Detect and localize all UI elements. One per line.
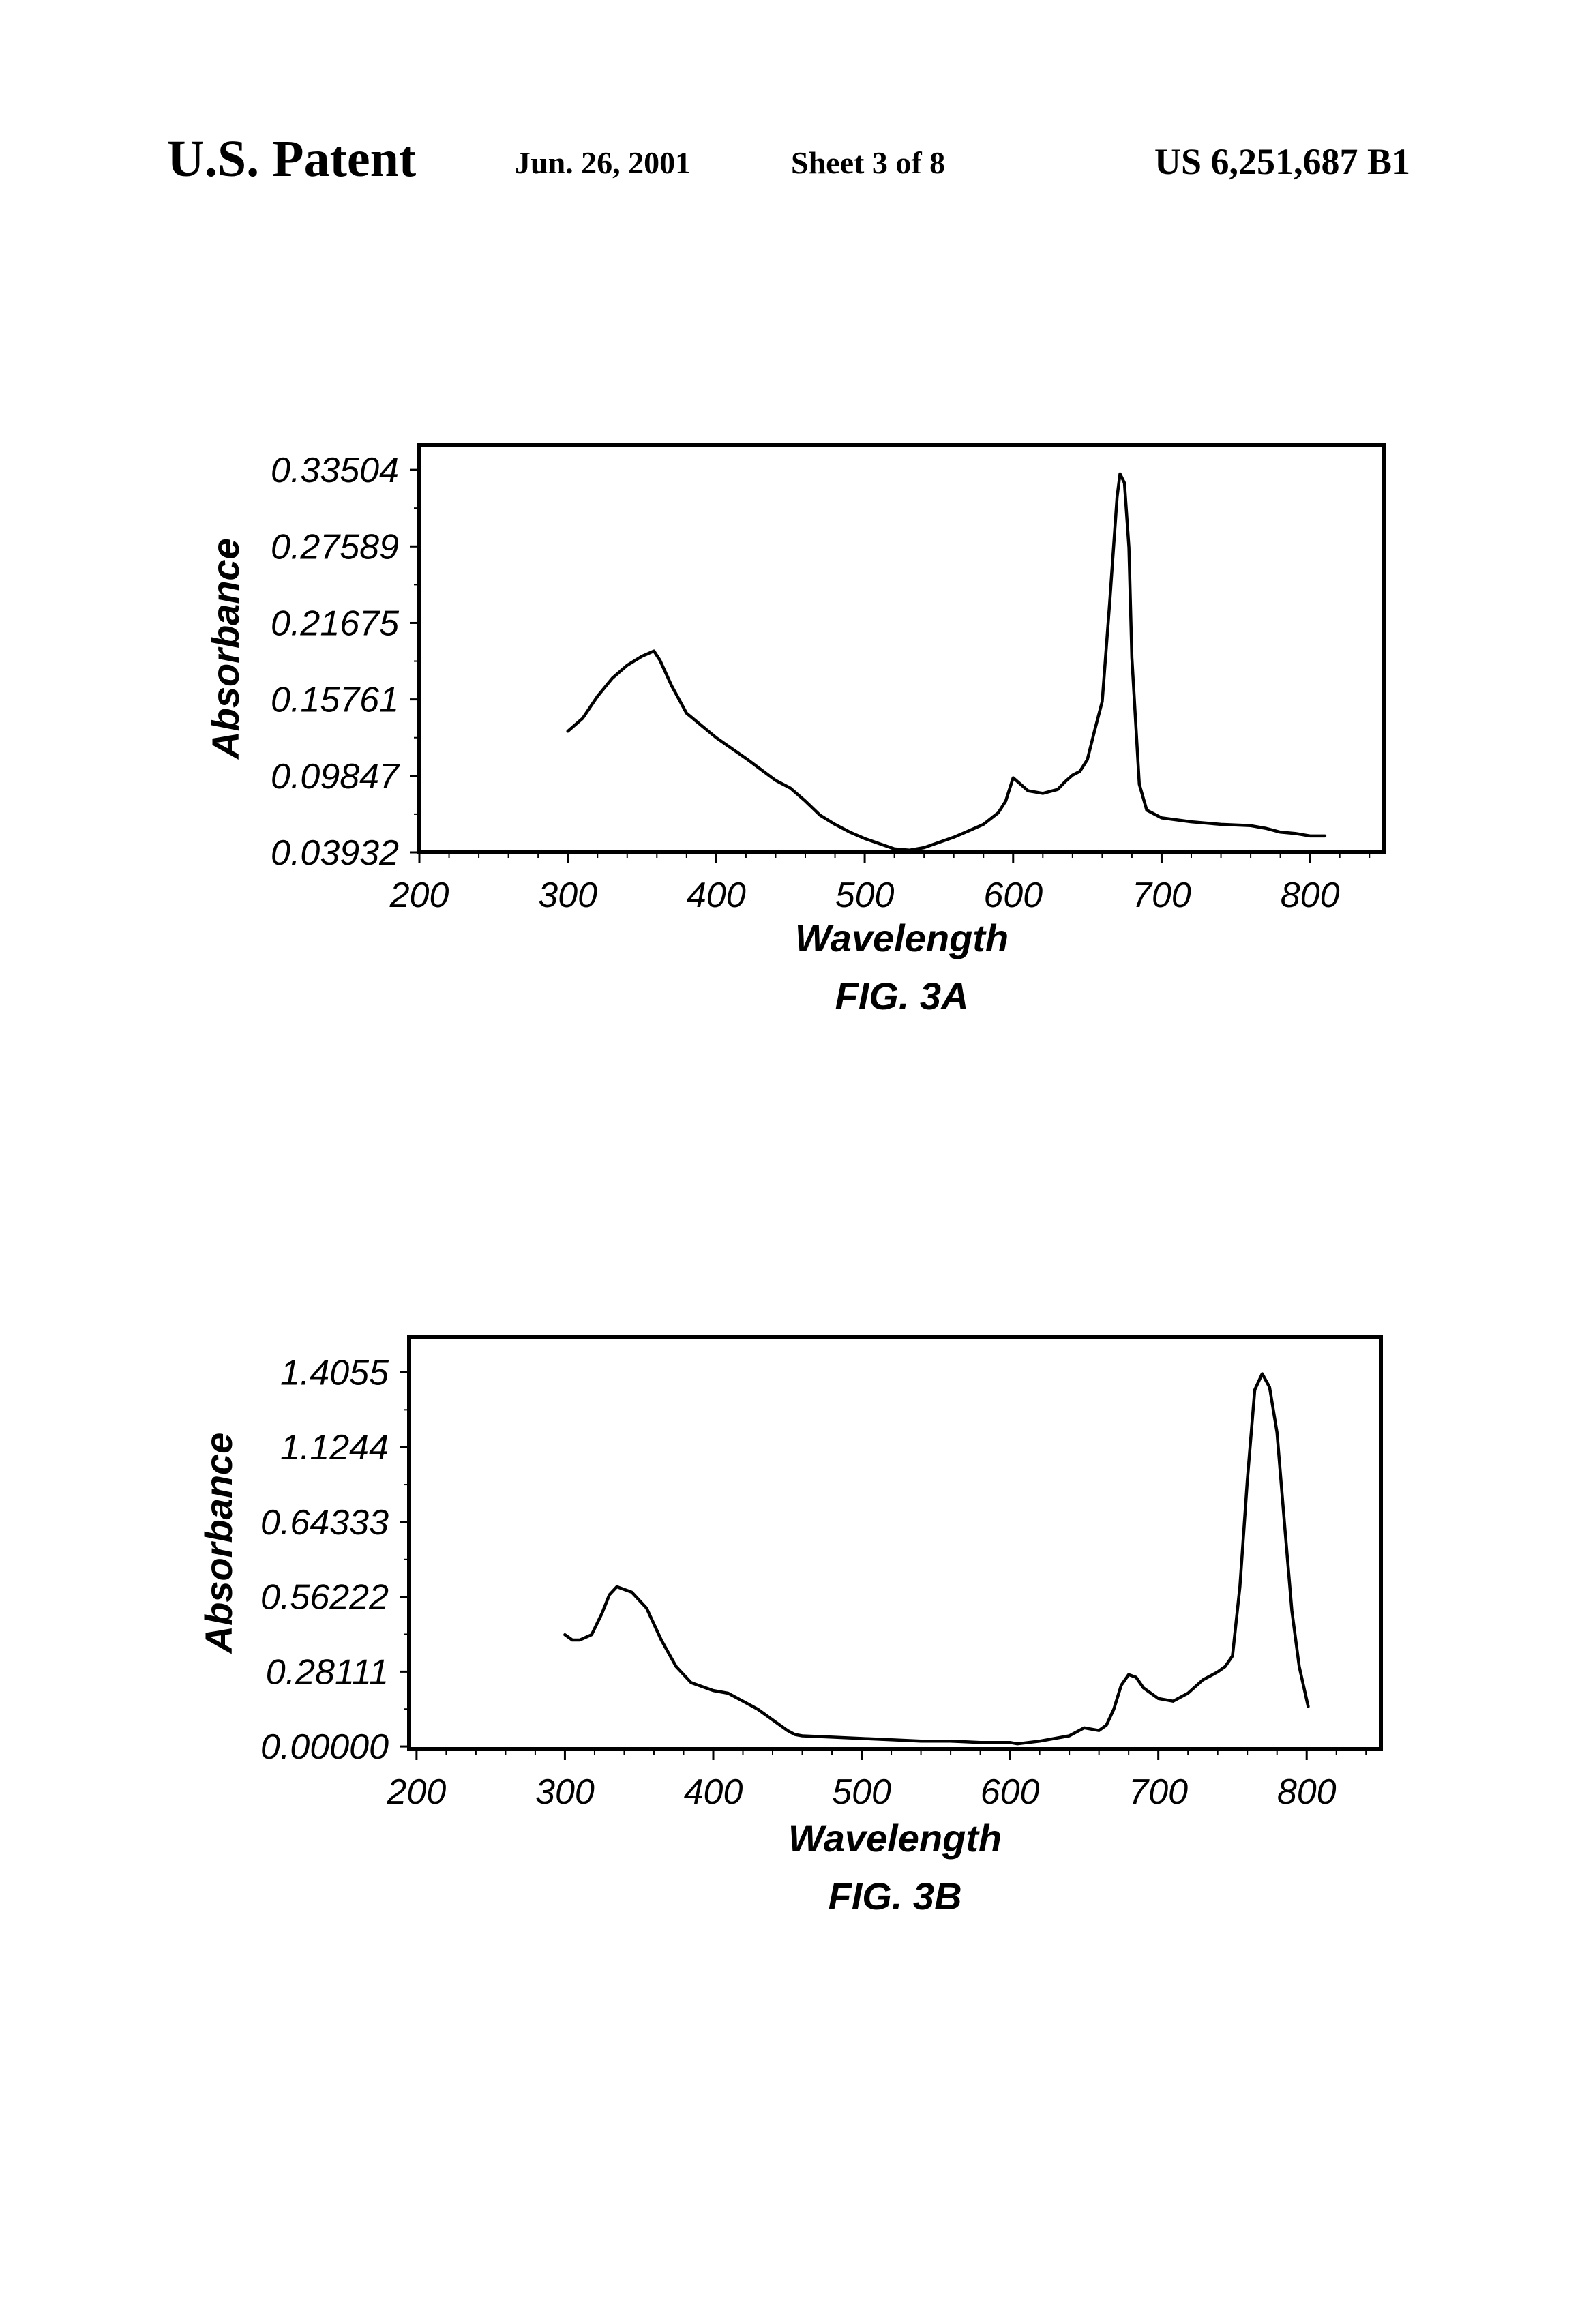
x-tick-label: 800: [1277, 1772, 1337, 1812]
x-tick-label: 300: [538, 876, 597, 915]
y-tick-label: 0.15761: [271, 681, 399, 720]
series-line: [568, 474, 1325, 850]
x-tick-label: 300: [535, 1772, 595, 1812]
plot-frame: [419, 445, 1384, 852]
x-tick-label: 800: [1281, 876, 1340, 915]
y-axis-title: Absorbance: [204, 538, 247, 760]
x-axis-title: Wavelength: [788, 1817, 1002, 1860]
series-line: [565, 1374, 1308, 1744]
x-tick-label: 500: [832, 1772, 891, 1812]
y-axis-title: Absorbance: [197, 1433, 240, 1655]
x-tick-label: 700: [1132, 876, 1191, 915]
y-tick-label: 0.33504: [271, 451, 399, 490]
plot-frame: [409, 1337, 1381, 1749]
x-tick-label: 200: [386, 1772, 446, 1812]
x-axis-title: Wavelength: [795, 917, 1009, 959]
y-tick-label: 0.64333: [260, 1503, 389, 1543]
y-tick-label: 0.28111: [266, 1652, 389, 1692]
x-tick-label: 600: [983, 876, 1043, 915]
x-tick-label: 700: [1129, 1772, 1188, 1812]
y-tick-label: 1.4055: [280, 1353, 389, 1392]
x-tick-label: 200: [389, 876, 449, 915]
chart-2: 0.00000 0.28111 0.56222 0.64333 1.1244 1.4055…: [197, 1337, 1381, 1918]
y-tick-label: 0.27589: [271, 527, 399, 567]
chart-1: 0.03932 0.09847 0.15761 0.21675 0.27589 0.335…: [204, 445, 1384, 1017]
x-tick-label: 400: [684, 1772, 743, 1812]
x-tick-label: 500: [835, 876, 895, 915]
y-tick-label: 1.1244: [280, 1428, 389, 1468]
x-tick-label: 400: [687, 876, 746, 915]
y-tick-label: 0.21675: [271, 604, 400, 643]
figure-label: FIG. 3B: [828, 1875, 961, 1918]
y-tick-label: 0.03932: [271, 833, 399, 873]
y-tick-label: 0.56222: [260, 1578, 389, 1618]
x-tick-label: 600: [981, 1772, 1040, 1812]
y-tick-label: 0.09847: [271, 757, 400, 796]
y-tick-label: 0.00000: [260, 1727, 389, 1767]
figure-label: FIG. 3A: [835, 974, 968, 1017]
